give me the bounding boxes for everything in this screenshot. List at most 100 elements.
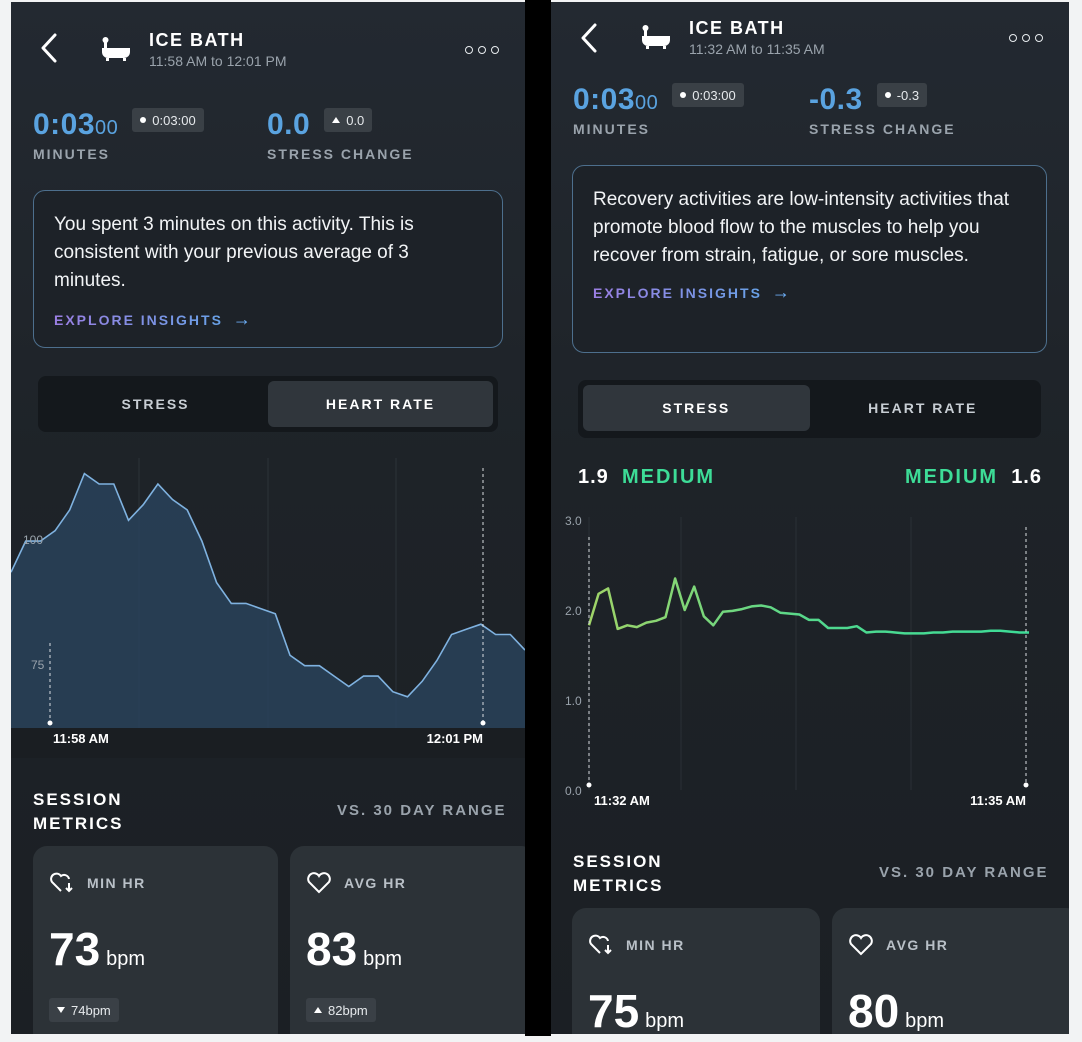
arrow-right-icon: →	[771, 282, 792, 302]
start-marker-dot	[586, 782, 592, 788]
stress-change-badge: -0.3	[876, 83, 928, 107]
tab-stress[interactable]: STRESS	[121, 396, 190, 412]
explore-insights-link[interactable]: EXPLORE INSIGHTS →	[54, 309, 253, 329]
heart-rate-line	[11, 472, 525, 698]
minutes-comparison-badge: 0:03:00	[672, 83, 744, 107]
chart-toggle: STRESS HEART RATE	[38, 376, 498, 432]
stress-change-metric: 0.0 0.0	[267, 108, 373, 142]
triangle-up-icon	[314, 1007, 322, 1013]
avg-hr-value: 80	[848, 985, 900, 1034]
insight-card: Recovery activities are low-intensity ac…	[572, 165, 1047, 353]
avg-hr-unit: bpm	[905, 1010, 945, 1032]
avg-hr-value: 83	[306, 923, 358, 975]
avg-hr-card[interactable]: AVG HR 83 bpm 82bpm	[290, 846, 525, 1034]
minutes-comparison-badge: 0:03:00	[132, 108, 204, 132]
more-options-icon[interactable]	[459, 40, 505, 60]
insight-text: You spent 3 minutes on this activity. Th…	[54, 214, 414, 291]
minutes-metric: 0:0300 0:03:00	[573, 83, 744, 117]
heart-icon	[307, 872, 331, 894]
vs-30-day-range-label: VS. 30 DAY RANGE	[879, 864, 1049, 881]
activity-screen-stress: ICE BATH 11:32 AM to 11:35 AM 0:0300 0:0…	[551, 2, 1069, 1034]
y-label-2: 2.0	[565, 604, 582, 618]
tab-heart-rate[interactable]: HEART RATE	[868, 400, 978, 416]
explore-insights-link[interactable]: EXPLORE INSIGHTS →	[593, 282, 792, 302]
activity-time-range: 11:32 AM to 11:35 AM	[689, 41, 825, 57]
stress-change-label: STRESS CHANGE	[809, 121, 956, 137]
stress-end-value: 1.6	[1011, 466, 1042, 488]
minutes-value: 0:0300	[33, 108, 119, 141]
stress-change-value: -0.3	[809, 83, 863, 116]
dot-icon	[884, 92, 891, 98]
end-marker-dot	[480, 720, 486, 726]
screen-divider	[525, 0, 551, 1036]
y-label-1: 1.0	[565, 694, 582, 708]
y-label-3: 3.0	[565, 514, 582, 528]
stress-change-badge: 0.0	[324, 108, 373, 132]
dot-icon	[140, 117, 147, 123]
min-hr-card[interactable]: MIN HR 73 bpm 74bpm	[33, 846, 278, 1034]
insight-text: Recovery activities are low-intensity ac…	[593, 189, 1010, 266]
bathtub-icon	[639, 24, 673, 50]
dot-icon	[680, 92, 687, 98]
bottom-strip	[0, 1036, 1082, 1042]
end-time-label: 11:35 AM	[970, 793, 1026, 808]
x-axis-band	[11, 728, 525, 758]
stress-start-label: MEDIUM	[621, 466, 716, 488]
min-hr-card[interactable]: MIN HR 75 bpm	[572, 908, 820, 1034]
min-hr-unit: bpm	[645, 1010, 685, 1032]
activity-screen-heart-rate: ICE BATH 11:58 AM to 12:01 PM 0:0300 0:0…	[11, 2, 525, 1034]
avg-hr-card[interactable]: AVG HR 80 bpm	[832, 908, 1069, 1034]
stress-change-label: STRESS CHANGE	[267, 146, 414, 162]
avg-hr-unit: bpm	[363, 948, 403, 970]
stress-start-level: 1.9 MEDIUM	[578, 466, 715, 489]
start-time-label: 11:32 AM	[594, 793, 650, 808]
start-time-label: 11:58 AM	[53, 731, 109, 746]
min-hr-value: 75	[588, 985, 640, 1034]
avg-hr-range-badge: 82bpm	[306, 998, 376, 1022]
triangle-down-icon	[57, 1007, 65, 1013]
arrow-right-icon: →	[232, 309, 253, 329]
minutes-metric: 0:0300 0:03:00	[33, 108, 204, 142]
heart-icon	[849, 934, 873, 956]
heart-rate-area	[11, 473, 525, 728]
heart-down-icon	[50, 872, 73, 893]
min-hr-label: MIN HR	[87, 875, 146, 891]
back-arrow-icon[interactable]	[575, 20, 603, 56]
min-hr-label: MIN HR	[626, 937, 685, 953]
bathtub-icon	[99, 36, 133, 62]
minutes-value: 0:0300	[573, 83, 659, 116]
stress-end-label: MEDIUM	[904, 466, 999, 488]
min-hr-unit: bpm	[106, 948, 146, 970]
triangle-up-icon	[332, 117, 341, 123]
minutes-label: MINUTES	[33, 146, 110, 162]
activity-time-range: 11:58 AM to 12:01 PM	[149, 53, 287, 69]
stress-end-level: MEDIUM 1.6	[905, 466, 1042, 489]
min-hr-range-badge: 74bpm	[49, 998, 119, 1022]
insight-card: You spent 3 minutes on this activity. Th…	[33, 190, 503, 348]
tab-stress[interactable]: STRESS	[583, 385, 810, 431]
min-hr-value: 73	[49, 923, 101, 975]
avg-hr-label: AVG HR	[344, 875, 407, 891]
back-arrow-icon[interactable]	[35, 30, 63, 66]
end-marker-dot	[1023, 782, 1029, 788]
end-time-label: 12:01 PM	[427, 731, 483, 746]
stress-change-metric: -0.3 -0.3	[809, 83, 928, 117]
stress-start-value: 1.9	[578, 466, 609, 488]
stress-chart: 3.0 2.0 1.0 0.0 11:32 AM 11:35 AM	[565, 514, 1029, 808]
minutes-label: MINUTES	[573, 121, 650, 137]
stress-change-value: 0.0	[267, 108, 311, 141]
heart-down-icon	[589, 934, 612, 955]
activity-title: ICE BATH	[149, 30, 245, 50]
session-metrics-title: SESSION METRICS	[573, 852, 664, 895]
activity-title: ICE BATH	[689, 18, 785, 38]
tab-heart-rate[interactable]: HEART RATE	[268, 381, 493, 427]
avg-hr-label: AVG HR	[886, 937, 949, 953]
start-marker-dot	[47, 720, 53, 726]
y-label-100: 100	[23, 533, 43, 547]
chart-toggle: STRESS HEART RATE	[578, 380, 1041, 438]
vs-30-day-range-label: VS. 30 DAY RANGE	[337, 802, 507, 819]
y-label-75: 75	[31, 658, 45, 672]
y-label-0: 0.0	[565, 784, 582, 798]
session-metrics-title: SESSION METRICS	[33, 790, 124, 833]
more-options-icon[interactable]	[1003, 28, 1049, 48]
